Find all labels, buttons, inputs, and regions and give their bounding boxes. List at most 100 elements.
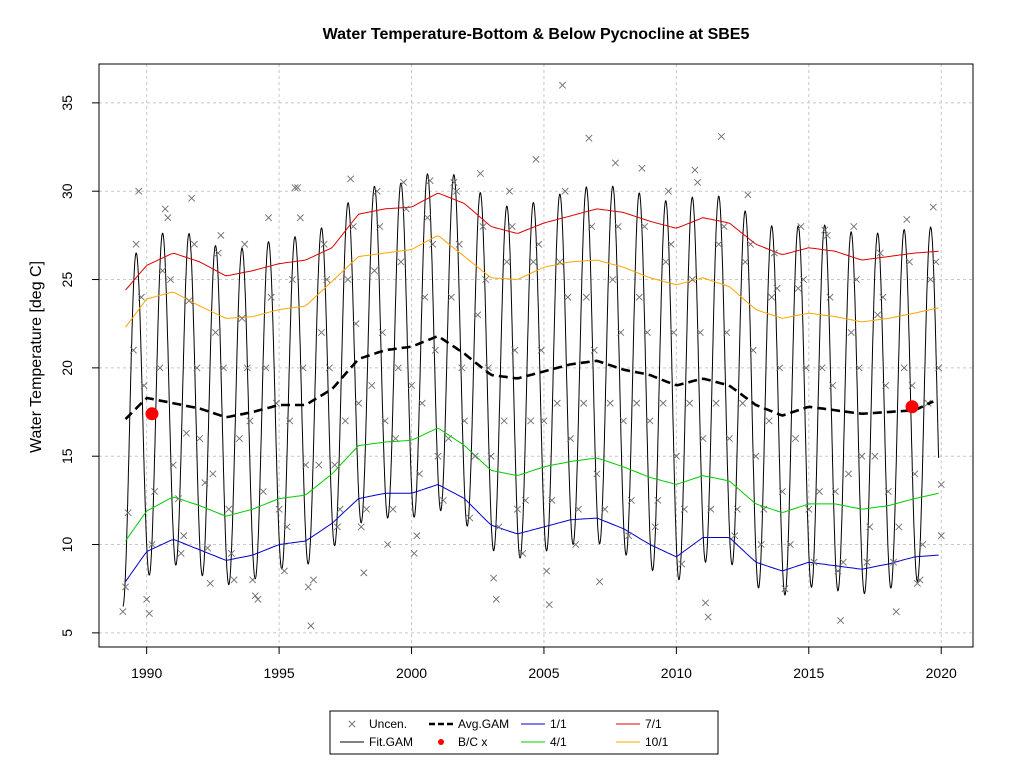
- uncensored-point: [614, 223, 622, 231]
- uncensored-point: [471, 452, 479, 460]
- uncensored-point: [686, 399, 694, 407]
- y-tick-label: 30: [59, 183, 75, 199]
- uncensored-point: [672, 452, 680, 460]
- uncensored-point: [937, 532, 945, 540]
- avg-gam-line: [124, 334, 934, 421]
- uncensored-point: [129, 346, 137, 354]
- uncensored-point: [741, 258, 749, 266]
- uncensored-point: [288, 276, 296, 284]
- uncensored-point: [336, 505, 344, 513]
- uncensored-point: [937, 480, 945, 488]
- uncensored-point: [574, 505, 582, 513]
- uncensored-point: [744, 191, 752, 199]
- uncensored-point: [895, 523, 903, 531]
- uncensored-point: [505, 187, 514, 195]
- uncensored-point: [370, 267, 378, 275]
- uncensored-points: [119, 81, 945, 630]
- uncensored-point: [410, 549, 418, 557]
- uncensored-point: [164, 214, 172, 222]
- y-tick-label: 20: [59, 360, 75, 376]
- uncensored-point: [839, 558, 847, 566]
- uncensored-point: [805, 505, 813, 513]
- uncensored-point: [243, 364, 251, 372]
- uncensored-point: [733, 505, 741, 513]
- uncensored-point: [503, 258, 511, 266]
- uncensored-point: [511, 346, 519, 354]
- uncensored-point: [148, 541, 156, 549]
- uncensored-point: [161, 205, 169, 213]
- x-tick-label: 1990: [131, 665, 162, 681]
- uncensored-point: [712, 399, 720, 407]
- uncensored-point: [466, 514, 474, 522]
- uncensored-point: [662, 258, 670, 266]
- uncensored-point: [331, 461, 339, 469]
- uncensored-point: [294, 184, 302, 192]
- uncensored-point: [206, 579, 214, 587]
- uncensored-point: [177, 549, 185, 557]
- uncensored-point: [717, 132, 725, 140]
- uncensored-point: [283, 523, 291, 531]
- uncensored-point: [678, 560, 686, 568]
- uncensored-point: [143, 595, 151, 603]
- uncensored-point: [866, 523, 874, 531]
- uncensored-point: [561, 187, 569, 195]
- uncensored-point: [445, 435, 453, 443]
- uncensored-point: [392, 435, 400, 443]
- uncensored-point: [818, 364, 826, 372]
- uncensored-point: [400, 178, 408, 186]
- uncensored-point: [619, 417, 627, 425]
- uncensored-point: [156, 364, 164, 372]
- uncensored-point: [124, 509, 132, 517]
- uncensored-point: [773, 284, 781, 292]
- uncensored-point: [858, 452, 866, 460]
- uncensored-point: [905, 258, 913, 266]
- uncensored-point: [778, 488, 786, 496]
- uncensored-point: [680, 505, 688, 513]
- y-axis: 5 10 15 20 25 30 35: [59, 95, 99, 637]
- uncensored-point: [378, 329, 386, 337]
- uncensored-point: [238, 314, 246, 322]
- fit-gam-line: [122, 173, 940, 607]
- uncensored-point: [227, 549, 235, 557]
- uncensored-point: [209, 470, 217, 478]
- uncensored-point: [749, 346, 757, 354]
- uncensored-point: [829, 382, 837, 390]
- uncensored-point: [453, 187, 461, 195]
- uncensored-point: [670, 329, 678, 337]
- uncensored-point: [582, 293, 590, 301]
- legend-box: [329, 710, 719, 755]
- uncensored-point: [151, 488, 159, 496]
- uncensored-point: [217, 231, 225, 239]
- uncensored-point: [556, 258, 564, 266]
- uncensored-point: [731, 532, 739, 540]
- uncensored-point: [596, 578, 604, 586]
- uncensored-point: [879, 293, 887, 301]
- uncensored-point: [519, 549, 527, 557]
- uncensored-point: [373, 187, 381, 195]
- uncensored-point: [333, 523, 341, 531]
- uncensored-point: [694, 178, 702, 186]
- uncensored-point: [715, 240, 723, 248]
- uncensored-point: [792, 435, 800, 443]
- bc-point: [905, 400, 919, 414]
- uncensored-point: [201, 479, 209, 487]
- uncensored-point: [296, 214, 304, 222]
- uncensored-point: [264, 214, 273, 222]
- uncensored-point: [529, 258, 537, 266]
- uncensored-point: [190, 240, 198, 248]
- uncensored-point: [837, 616, 845, 625]
- uncensored-point: [911, 470, 919, 478]
- uncensored-point: [508, 223, 516, 231]
- uncensored-point: [929, 203, 937, 211]
- series-line-4-1: [125, 427, 939, 542]
- uncensored-point: [307, 622, 315, 630]
- bc-points: [145, 400, 919, 421]
- uncensored-point: [588, 223, 596, 231]
- uncensored-point: [119, 608, 127, 616]
- uncensored-point: [450, 178, 458, 186]
- uncensored-point: [882, 382, 890, 390]
- uncensored-point: [752, 452, 760, 460]
- uncensored-point: [317, 329, 325, 337]
- uncensored-point: [799, 276, 808, 284]
